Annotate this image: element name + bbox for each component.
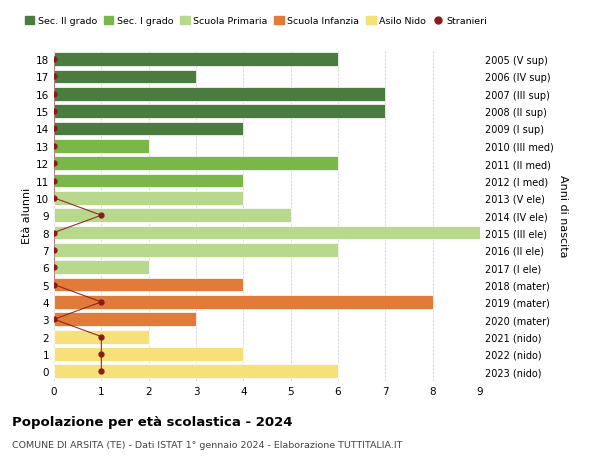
Text: Popolazione per età scolastica - 2024: Popolazione per età scolastica - 2024 — [12, 415, 293, 428]
Legend: Sec. II grado, Sec. I grado, Scuola Primaria, Scuola Infanzia, Asilo Nido, Stran: Sec. II grado, Sec. I grado, Scuola Prim… — [25, 17, 487, 26]
Text: COMUNE DI ARSITA (TE) - Dati ISTAT 1° gennaio 2024 - Elaborazione TUTTITALIA.IT: COMUNE DI ARSITA (TE) - Dati ISTAT 1° ge… — [12, 440, 403, 449]
Bar — [54, 261, 149, 274]
Bar — [54, 209, 290, 223]
Bar — [54, 243, 338, 257]
Bar — [54, 278, 244, 292]
Bar — [54, 88, 385, 101]
Bar — [54, 364, 338, 378]
Y-axis label: Anni di nascita: Anni di nascita — [557, 174, 568, 257]
Y-axis label: Età alunni: Età alunni — [22, 188, 32, 244]
Bar — [54, 174, 244, 188]
Bar — [54, 347, 244, 361]
Bar — [54, 70, 196, 84]
Bar — [54, 226, 480, 240]
Bar — [54, 191, 244, 205]
Bar — [54, 295, 433, 309]
Bar — [54, 313, 196, 326]
Bar — [54, 53, 338, 67]
Bar — [54, 330, 149, 344]
Bar — [54, 140, 149, 153]
Bar — [54, 157, 338, 171]
Bar — [54, 122, 244, 136]
Bar — [54, 105, 385, 119]
